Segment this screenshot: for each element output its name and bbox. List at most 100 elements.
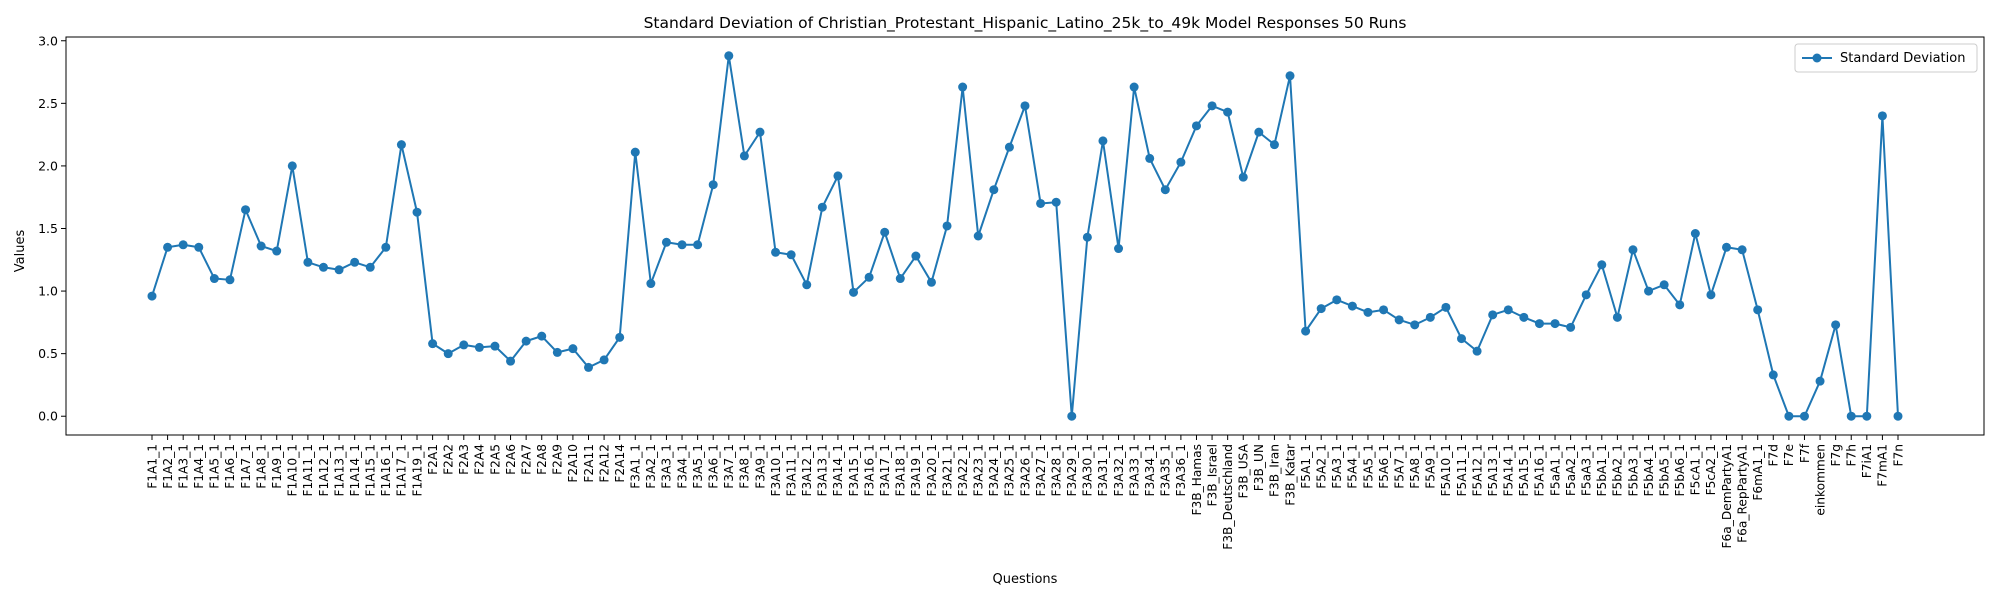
data-point[interactable] <box>318 262 328 272</box>
data-point[interactable] <box>1347 301 1357 311</box>
data-point[interactable] <box>1207 101 1217 111</box>
data-point[interactable] <box>537 331 547 341</box>
data-point[interactable] <box>1722 242 1732 252</box>
data-point[interactable] <box>599 355 609 365</box>
data-point[interactable] <box>490 341 500 351</box>
data-point[interactable] <box>272 246 282 256</box>
data-point[interactable] <box>911 251 921 261</box>
data-point[interactable] <box>958 82 968 92</box>
data-point[interactable] <box>1316 304 1326 314</box>
data-point[interactable] <box>552 347 562 357</box>
data-point[interactable] <box>739 151 749 161</box>
data-point[interactable] <box>1191 121 1201 131</box>
data-point[interactable] <box>802 280 812 290</box>
data-point[interactable] <box>1082 232 1092 242</box>
data-point[interactable] <box>1597 260 1607 270</box>
data-point[interactable] <box>1020 101 1030 111</box>
data-point[interactable] <box>256 241 266 251</box>
data-point[interactable] <box>1877 111 1887 121</box>
data-point[interactable] <box>1753 305 1763 315</box>
data-point[interactable] <box>1129 82 1139 92</box>
data-point[interactable] <box>1457 334 1466 344</box>
data-point[interactable] <box>1659 280 1669 290</box>
data-point[interactable] <box>1160 185 1170 195</box>
data-point[interactable] <box>350 257 360 267</box>
data-point[interactable] <box>786 250 796 260</box>
data-point[interactable] <box>1628 245 1638 255</box>
data-point[interactable] <box>1893 411 1903 421</box>
data-point[interactable] <box>334 265 344 275</box>
data-point[interactable] <box>147 291 157 301</box>
data-point[interactable] <box>1737 245 1747 255</box>
data-point[interactable] <box>661 237 671 247</box>
data-point[interactable] <box>1394 315 1404 325</box>
data-point[interactable] <box>225 275 235 285</box>
data-point[interactable] <box>1004 142 1014 152</box>
data-point[interactable] <box>287 161 297 171</box>
data-point[interactable] <box>1846 411 1856 421</box>
data-point[interactable] <box>1301 326 1311 336</box>
data-point[interactable] <box>1550 319 1560 329</box>
data-point[interactable] <box>1488 310 1498 320</box>
data-point[interactable] <box>568 344 578 354</box>
data-point[interactable] <box>864 272 874 282</box>
data-point[interactable] <box>412 207 422 217</box>
data-point[interactable] <box>521 336 531 346</box>
data-point[interactable] <box>1519 312 1529 322</box>
data-point[interactable] <box>1581 290 1591 300</box>
data-point[interactable] <box>1690 229 1700 238</box>
data-point[interactable] <box>1098 136 1108 146</box>
data-point[interactable] <box>630 147 640 157</box>
data-point[interactable] <box>1332 295 1342 305</box>
data-point[interactable] <box>381 242 391 252</box>
data-point[interactable] <box>474 342 484 352</box>
data-point[interactable] <box>989 185 999 195</box>
data-point[interactable] <box>506 356 516 366</box>
data-point[interactable] <box>817 202 827 212</box>
data-point[interactable] <box>1285 71 1295 81</box>
data-point[interactable] <box>1815 376 1825 386</box>
data-point[interactable] <box>942 221 952 231</box>
data-point[interactable] <box>1051 197 1061 207</box>
data-point[interactable] <box>1472 346 1482 356</box>
data-point[interactable] <box>209 274 219 284</box>
data-point[interactable] <box>1441 302 1451 312</box>
data-point[interactable] <box>396 140 406 150</box>
data-point[interactable] <box>1410 320 1420 330</box>
data-point[interactable] <box>1675 300 1685 310</box>
data-point[interactable] <box>1503 305 1513 315</box>
data-point[interactable] <box>724 51 734 61</box>
data-point[interactable] <box>646 279 656 289</box>
data-point[interactable] <box>1114 244 1124 254</box>
data-point[interactable] <box>1223 107 1233 117</box>
data-point[interactable] <box>1612 312 1622 322</box>
data-point[interactable] <box>973 231 983 241</box>
data-point[interactable] <box>241 205 251 215</box>
data-point[interactable] <box>1831 320 1841 330</box>
data-point[interactable] <box>1706 290 1716 300</box>
data-point[interactable] <box>1176 157 1186 167</box>
data-point[interactable] <box>1534 319 1544 329</box>
data-point[interactable] <box>1238 172 1248 182</box>
data-point[interactable] <box>693 240 703 250</box>
data-point[interactable] <box>1644 286 1654 296</box>
data-point[interactable] <box>1425 312 1435 322</box>
data-point[interactable] <box>1067 411 1077 421</box>
data-point[interactable] <box>849 287 859 297</box>
legend[interactable]: Standard Deviation <box>1794 43 1978 73</box>
data-point[interactable] <box>677 240 687 250</box>
data-point[interactable] <box>1799 411 1809 421</box>
data-point[interactable] <box>428 339 438 349</box>
data-point[interactable] <box>178 240 188 250</box>
data-point[interactable] <box>1784 411 1794 421</box>
data-point[interactable] <box>1862 411 1872 421</box>
data-point[interactable] <box>303 257 313 267</box>
data-point[interactable] <box>771 247 781 257</box>
data-point[interactable] <box>163 242 173 252</box>
data-point[interactable] <box>443 349 453 359</box>
data-point[interactable] <box>459 340 469 350</box>
data-point[interactable] <box>708 180 718 190</box>
data-point[interactable] <box>833 171 843 181</box>
data-point[interactable] <box>1269 140 1279 150</box>
data-point[interactable] <box>1145 153 1155 163</box>
